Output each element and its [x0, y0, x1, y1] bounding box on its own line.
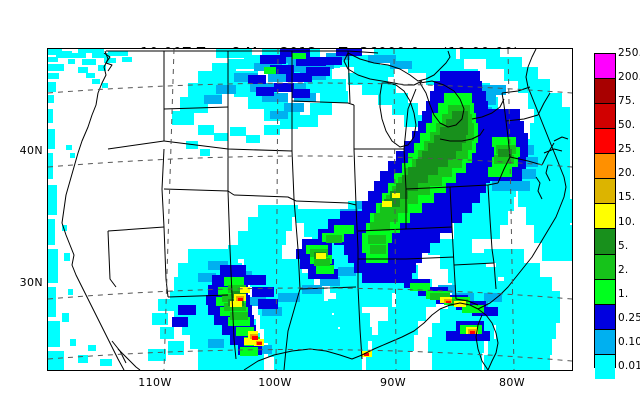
precipitation-colorbar[interactable] [594, 53, 616, 379]
colorbar-label-15p: 15. [618, 191, 636, 204]
colorbar-tick-labels: 250. 200. 75. 50. 25. 20. 15. 10. 5. 2. 1. 0.25 0.10… [618, 45, 640, 377]
colorbar-band-0p10 [595, 329, 615, 355]
map-raster-and-vectors [48, 49, 572, 370]
colorbar-label-1p: 1. [618, 287, 629, 300]
lon-tick-label-100W: 100W [258, 376, 292, 389]
lon-tick-label-90W: 90W [379, 376, 407, 389]
map-plot-area[interactable] [47, 48, 573, 371]
colorbar-label-0p10: 0.10 [618, 335, 640, 348]
figure-title: 10:00Z Tue 8 May 2012T=36000.0 s (10:00:… [0, 20, 640, 61]
colorbar-label-25p: 25. [618, 143, 636, 156]
lat-tick-label-30N: 30N [19, 276, 43, 289]
precip-cyan-west [48, 49, 132, 370]
colorbar-label-0p25: 0.25 [618, 311, 640, 324]
colorbar-label-20p: 20. [618, 167, 636, 180]
colorbar-band-1p [595, 279, 615, 305]
colorbar-band-0p25 [595, 304, 615, 330]
colorbar-band-50p [595, 104, 615, 130]
lon-tick-label-110W: 110W [138, 376, 172, 389]
colorbar-label-250p: 250. [618, 47, 640, 59]
colorbar-band-5p [595, 229, 615, 255]
colorbar-label-200p: 200. [618, 71, 640, 84]
colorbar-label-50p: 50. [618, 119, 636, 132]
colorbar-label-2p: 2. [618, 263, 629, 276]
colorbar-label-10p: 10. [618, 215, 636, 228]
precip-red-core [238, 298, 475, 356]
colorbar-band-20p [595, 154, 615, 180]
colorbar-label-0p01: 0.01 [618, 360, 640, 372]
colorbar-band-15p [595, 179, 615, 205]
colorbar-band-200p [595, 54, 615, 80]
colorbar-label-5p: 5. [618, 239, 629, 252]
colorbar-label-75p: 75. [618, 95, 636, 108]
colorbar-band-75p [595, 79, 615, 105]
colorbar-band-2p [595, 254, 615, 280]
colorbar-band-25p [595, 129, 615, 155]
lat-lon-gridlines [48, 49, 572, 370]
lat-tick-label-40N: 40N [19, 144, 43, 157]
lon-tick-label-80W: 80W [498, 376, 526, 389]
colorbar-band-10p [595, 204, 615, 230]
colorbar-band-0p01 [595, 354, 615, 379]
